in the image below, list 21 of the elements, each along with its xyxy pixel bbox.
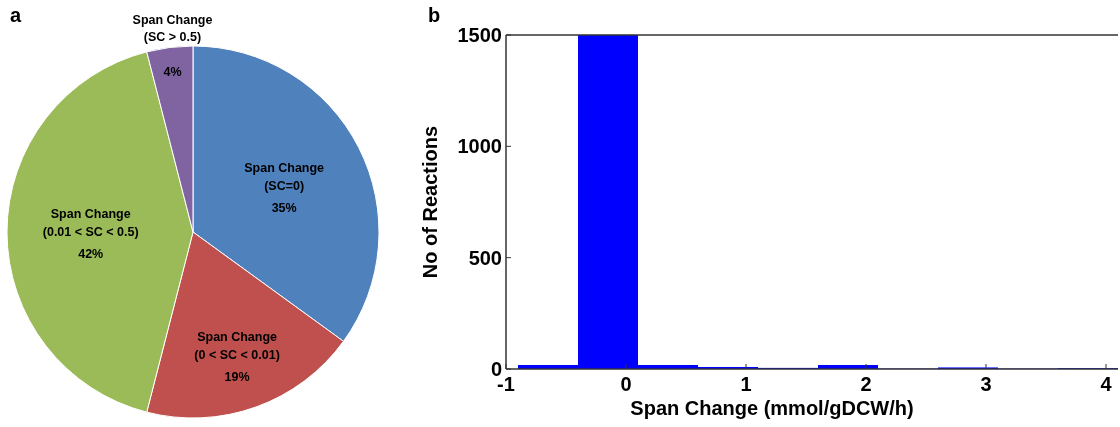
x-tick-label: 2 bbox=[860, 373, 872, 395]
slice-label: Span Change (0 < SC < 0.01) bbox=[194, 329, 280, 362]
y-axis-title: No of Reactions bbox=[419, 125, 441, 279]
data-label: 42% bbox=[78, 247, 104, 261]
x-tick-label: 0 bbox=[620, 373, 632, 395]
data-label: 35% bbox=[271, 200, 297, 215]
y-tick-label: 0 bbox=[490, 358, 502, 380]
data-label: 4% bbox=[163, 64, 182, 79]
slice-label: Span Change (SC=0) bbox=[244, 160, 325, 193]
slice-label: Span Change (SC > 0.5) bbox=[132, 13, 213, 44]
y-tick-label: 500 bbox=[468, 246, 502, 269]
data-label: 19% bbox=[224, 369, 250, 384]
x-axis-title: Span Change (mmol/gDCW/h) bbox=[630, 397, 914, 419]
y-tick-label: 1000 bbox=[457, 135, 502, 158]
slice-label: Span Change (0.01 < SC < 0.5) bbox=[42, 207, 139, 239]
chart-title: a bbox=[10, 4, 22, 26]
x-tick-label: 4 bbox=[1100, 373, 1113, 395]
y-tick-label: 1500 bbox=[457, 24, 502, 46]
x-tick-label: 1 bbox=[740, 373, 752, 395]
x-tick-label: 3 bbox=[980, 373, 992, 395]
chart-title: b bbox=[428, 4, 441, 26]
